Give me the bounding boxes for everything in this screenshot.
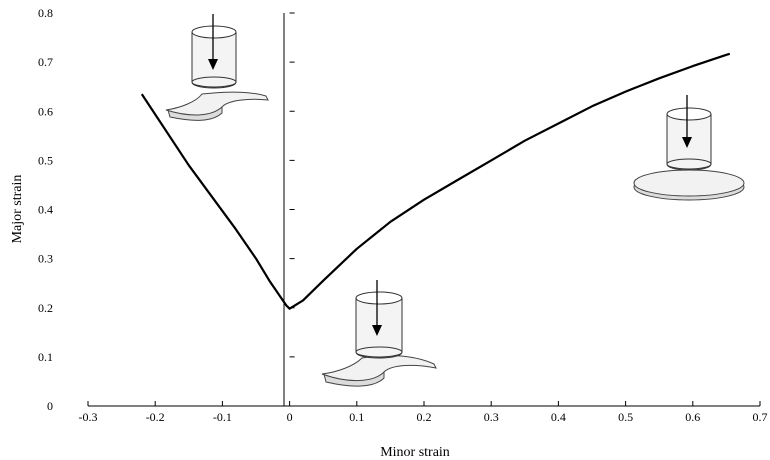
- x-tick-label: -0.2: [146, 410, 165, 424]
- punch-uniaxial-icon: [165, 14, 269, 121]
- x-tick-label: 0.1: [349, 410, 364, 424]
- x-tick-label: 0.3: [484, 410, 499, 424]
- x-tick-label: -0.1: [213, 410, 232, 424]
- y-tick-label: 0: [47, 399, 53, 413]
- x-tick-label: -0.3: [79, 410, 98, 424]
- x-tick-label: 0: [287, 410, 293, 424]
- y-tick-label: 0.7: [38, 55, 53, 69]
- y-tick-label: 0.4: [38, 203, 53, 217]
- x-axis-title: Minor strain: [380, 445, 450, 460]
- forming-limit-curve: [140, 52, 731, 310]
- y-axis: 0 0.1 0.2 0.3 0.4 0.5 0.6 0.7 0.8: [38, 6, 295, 413]
- y-tick-label: 0.1: [38, 350, 53, 364]
- y-tick-label: 0.3: [38, 252, 53, 266]
- punch-plane-strain-icon: [321, 280, 437, 387]
- y-tick-label: 0.6: [38, 104, 53, 118]
- x-tick-label: 0.7: [753, 410, 768, 424]
- y-tick-label: 0.5: [38, 153, 53, 167]
- x-tick-label: 0.6: [685, 410, 700, 424]
- x-ticks: -0.3 -0.2 -0.1 0 0.1 0.2 0.3 0.4 0.5 0.6 0.7: [79, 401, 768, 424]
- y-axis-title: Major strain: [10, 175, 25, 244]
- x-tick-label: 0.4: [551, 410, 566, 424]
- y-tick-label: 0.8: [38, 6, 53, 20]
- y-ticks: 0 0.1 0.2 0.3 0.4 0.5 0.6 0.7 0.8: [38, 6, 295, 413]
- y-tick-label: 0.2: [38, 301, 53, 315]
- punch-biaxial-icon: [633, 95, 745, 201]
- x-tick-label: 0.2: [417, 410, 432, 424]
- x-tick-label: 0.5: [618, 410, 633, 424]
- x-axis: -0.3 -0.2 -0.1 0 0.1 0.2 0.3 0.4 0.5 0.6 0.7: [79, 401, 768, 424]
